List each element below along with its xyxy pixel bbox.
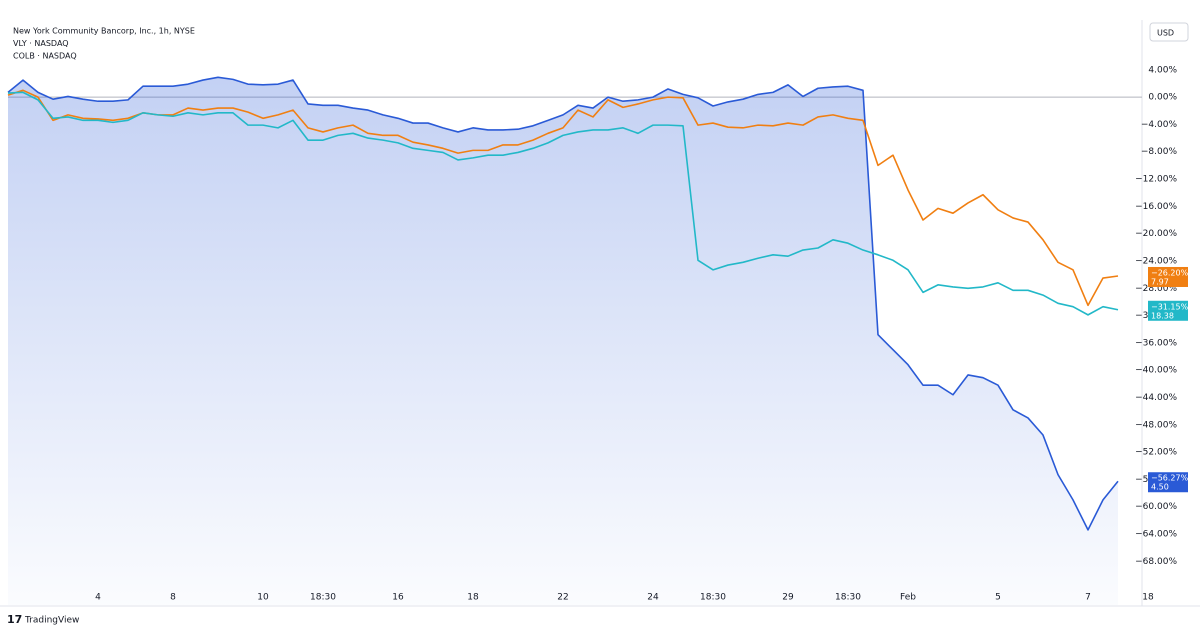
y-tick-label: −44.00% (1135, 393, 1177, 403)
last-value-box (1148, 300, 1188, 321)
logo-mark[interactable]: 𝟭𝟳 (7, 613, 22, 626)
last-price-label: 18.38 (1151, 311, 1174, 320)
brand-logo[interactable]: 𝟭𝟳 TradingView (7, 613, 79, 626)
series-line (7, 76, 1119, 531)
area-fill (8, 77, 1118, 606)
legend-entry: New York Community Bancorp, Inc., 1h, NY… (13, 27, 195, 36)
y-tick-label: −36.00% (1135, 338, 1177, 348)
x-tick-label: 18 (1142, 593, 1154, 603)
series-line (7, 89, 1119, 307)
y-tick-label: −48.00% (1135, 420, 1177, 430)
y-tick-label: 0.00% (1148, 93, 1177, 103)
y-tick-label: −60.00% (1135, 502, 1177, 512)
legend-entry: COLB · NASDAQ (13, 52, 77, 61)
last-price-label: 4.50 (1151, 483, 1169, 492)
y-tick-label: −16.00% (1135, 202, 1177, 212)
y-tick-label: −12.00% (1135, 175, 1177, 185)
y-tick-label: −28.00% (1135, 284, 1177, 294)
last-value-label: −56.27% (1151, 474, 1189, 483)
y-tick-label: −8.00% (1141, 147, 1178, 157)
y-tick-label: −68.00% (1135, 557, 1177, 567)
y-tick-label: 4.00% (1148, 65, 1177, 75)
series-line (7, 91, 1119, 316)
last-value-box (1148, 472, 1188, 493)
last-value-box (1148, 266, 1188, 287)
last-value-label: −26.20% (1151, 268, 1189, 277)
y-tick-label: −64.00% (1135, 530, 1177, 540)
currency-label[interactable]: USD (1157, 29, 1174, 38)
brand-name[interactable]: TradingView (24, 616, 79, 626)
y-tick-label: −40.00% (1135, 366, 1177, 376)
y-tick-label: −52.00% (1135, 448, 1177, 458)
y-tick-label: −4.00% (1141, 120, 1178, 130)
legend-entry: VLY · NASDAQ (13, 39, 69, 48)
y-tick-label: −20.00% (1135, 229, 1177, 239)
currency-button[interactable] (1149, 22, 1189, 42)
last-value-label: −31.15% (1151, 302, 1189, 311)
last-price-label: 7.97 (1151, 277, 1169, 286)
y-tick-label: −24.00% (1135, 256, 1177, 266)
